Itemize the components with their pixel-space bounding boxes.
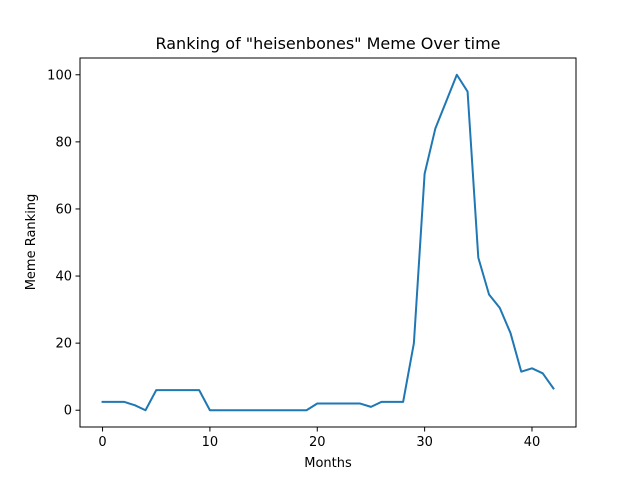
axes: 0 10 20 30 40 0 20 40 60 80 100: [47, 57, 577, 450]
data-point-0-1: [112, 401, 114, 403]
data-point-0-21: [327, 403, 329, 405]
data-point-0-37: [499, 307, 501, 309]
y-tick-label-80: 80: [55, 135, 72, 150]
data-point-0-33: [456, 74, 458, 76]
x-tick-label-40: 40: [524, 435, 541, 450]
data-point-0-28: [402, 401, 404, 403]
data-point-0-24: [359, 403, 361, 405]
series-line-0: [101, 73, 555, 412]
data-point-0-22: [338, 403, 340, 405]
plot-frame: [79, 57, 577, 428]
chart-title: Ranking of "heisenbones" Meme Over time: [155, 34, 500, 53]
data-point-0-41: [542, 372, 544, 374]
data-point-0-20: [316, 403, 318, 405]
data-point-0-2: [123, 401, 125, 403]
data-point-0-8: [187, 389, 189, 391]
data-point-0-38: [510, 332, 512, 334]
data-point-0-7: [177, 389, 179, 391]
data-point-0-0: [102, 401, 104, 403]
data-point-0-19: [306, 409, 308, 411]
data-point-0-39: [520, 371, 522, 373]
data-point-0-29: [413, 342, 415, 344]
data-point-0-16: [273, 409, 275, 411]
data-point-0-40: [531, 367, 533, 369]
data-point-0-18: [295, 409, 297, 411]
y-tick-label-20: 20: [55, 337, 72, 352]
data-point-0-3: [134, 404, 136, 406]
plot-area: [101, 73, 555, 412]
data-point-0-42: [552, 387, 554, 389]
data-point-0-11: [220, 409, 222, 411]
data-point-0-30: [424, 173, 426, 175]
data-point-0-27: [391, 401, 393, 403]
data-point-0-34: [467, 91, 469, 93]
x-tick-label-10: 10: [202, 435, 219, 450]
data-point-0-23: [348, 403, 350, 405]
data-point-0-15: [263, 409, 265, 411]
data-point-0-10: [209, 409, 211, 411]
data-point-0-4: [144, 409, 146, 411]
data-point-0-9: [198, 389, 200, 391]
y-axis-label: Meme Ranking: [24, 194, 39, 291]
data-point-0-36: [488, 294, 490, 296]
data-point-0-26: [381, 401, 383, 403]
x-axis-label: Months: [304, 456, 352, 471]
x-tick-label-0: 0: [98, 435, 106, 450]
data-point-0-35: [477, 257, 479, 259]
data-point-0-31: [434, 127, 436, 129]
y-tick-label-0: 0: [64, 404, 72, 419]
x-tick-label-20: 20: [309, 435, 326, 450]
data-point-0-6: [166, 389, 168, 391]
data-point-0-12: [230, 409, 232, 411]
data-point-0-5: [155, 389, 157, 391]
data-point-0-25: [370, 406, 372, 408]
data-point-0-13: [241, 409, 243, 411]
y-tick-label-60: 60: [55, 202, 72, 217]
data-point-0-14: [252, 409, 254, 411]
x-tick-label-30: 30: [416, 435, 433, 450]
data-point-0-32: [445, 101, 447, 103]
y-tick-label-40: 40: [55, 270, 72, 285]
y-tick-label-100: 100: [47, 68, 72, 83]
data-point-0-17: [284, 409, 286, 411]
